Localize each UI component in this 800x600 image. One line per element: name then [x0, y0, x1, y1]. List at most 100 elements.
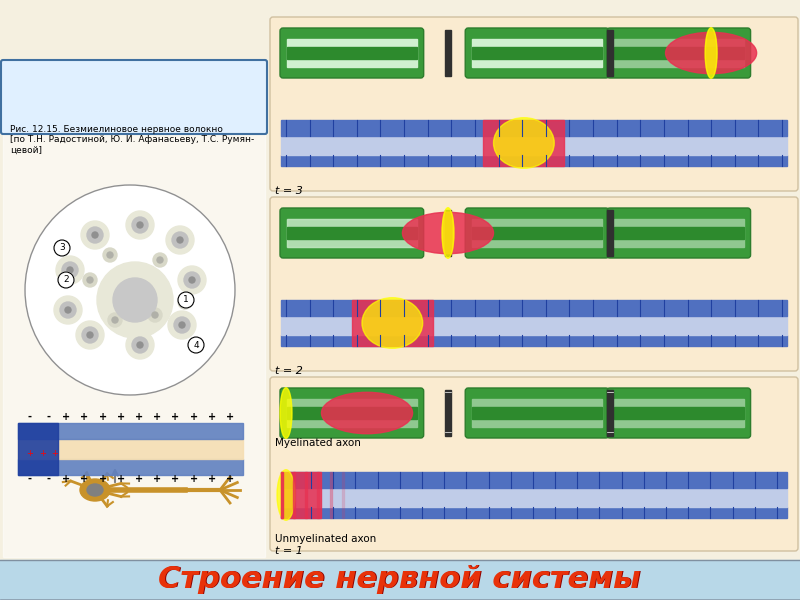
Bar	[18, 439, 243, 459]
Text: +: +	[117, 412, 125, 422]
Bar	[614, 407, 743, 419]
Bar	[287, 39, 417, 67]
Text: +: +	[81, 412, 89, 422]
Text: +: +	[226, 412, 234, 422]
Bar	[330, 472, 331, 518]
Bar	[287, 227, 417, 239]
Text: +: +	[98, 474, 106, 484]
Text: +: +	[226, 474, 234, 484]
Bar	[18, 423, 58, 475]
Bar	[18, 423, 243, 439]
Text: -: -	[46, 474, 50, 484]
Text: +: +	[117, 474, 125, 484]
Text: Myelinated axon: Myelinated axon	[275, 438, 361, 448]
Text: +: +	[208, 474, 216, 484]
Bar	[472, 227, 602, 239]
Text: +: +	[39, 449, 46, 457]
Text: +: +	[190, 474, 198, 484]
Bar	[472, 407, 602, 419]
Bar	[281, 488, 787, 506]
Bar	[281, 506, 787, 518]
Bar	[293, 472, 295, 518]
Bar	[472, 219, 602, 247]
Text: -: -	[46, 412, 50, 422]
Circle shape	[153, 253, 167, 267]
Bar	[281, 335, 787, 346]
Ellipse shape	[280, 388, 292, 438]
Bar	[352, 300, 433, 346]
Circle shape	[82, 327, 98, 343]
Text: +: +	[98, 412, 106, 422]
Bar	[306, 472, 307, 518]
Circle shape	[184, 272, 200, 288]
Circle shape	[157, 257, 163, 263]
Bar	[281, 300, 787, 316]
Text: 4: 4	[193, 340, 199, 349]
FancyBboxPatch shape	[270, 197, 798, 371]
Text: +: +	[190, 412, 198, 422]
Circle shape	[56, 256, 84, 284]
Circle shape	[83, 273, 97, 287]
Circle shape	[166, 226, 194, 254]
Text: -: -	[28, 474, 32, 484]
FancyBboxPatch shape	[1, 60, 267, 134]
Text: +: +	[135, 474, 143, 484]
FancyBboxPatch shape	[280, 208, 424, 258]
Circle shape	[65, 307, 71, 313]
Circle shape	[81, 221, 109, 249]
Text: +: +	[171, 474, 179, 484]
Circle shape	[112, 317, 118, 323]
FancyBboxPatch shape	[280, 388, 424, 438]
Bar	[483, 120, 564, 166]
Circle shape	[97, 262, 173, 338]
Circle shape	[25, 185, 235, 395]
Ellipse shape	[277, 470, 295, 520]
Text: Строение нервной системы: Строение нервной системы	[158, 565, 640, 595]
Circle shape	[76, 321, 104, 349]
FancyBboxPatch shape	[466, 208, 609, 258]
Text: 3: 3	[59, 244, 65, 253]
Bar	[287, 407, 417, 419]
Circle shape	[172, 232, 188, 248]
Bar	[472, 39, 602, 67]
Circle shape	[103, 248, 117, 262]
Bar	[607, 390, 613, 436]
Text: Строение нервной системы: Строение нервной системы	[158, 565, 642, 593]
Text: t = 1: t = 1	[275, 546, 303, 556]
Bar	[614, 399, 743, 427]
FancyBboxPatch shape	[270, 377, 798, 551]
Ellipse shape	[494, 118, 554, 168]
FancyBboxPatch shape	[607, 28, 750, 78]
Bar	[318, 472, 319, 518]
Circle shape	[174, 317, 190, 333]
Text: +: +	[208, 412, 216, 422]
Circle shape	[87, 332, 93, 338]
Bar	[342, 472, 344, 518]
Ellipse shape	[705, 28, 717, 78]
Circle shape	[126, 211, 154, 239]
Text: 1: 1	[183, 295, 189, 304]
Text: Unmyelinated axon: Unmyelinated axon	[275, 534, 376, 544]
Circle shape	[178, 295, 192, 309]
Text: -: -	[28, 412, 32, 422]
Bar	[281, 472, 787, 488]
Circle shape	[60, 302, 76, 318]
Ellipse shape	[442, 208, 454, 258]
Text: Рис. 12.15. Безмиелиновое нервное волокно
[по Т.Н. Радостиной, Ю. И. Афанасьеву,: Рис. 12.15. Безмиелиновое нервное волокн…	[10, 125, 254, 155]
Bar	[445, 30, 451, 76]
Text: +: +	[81, 474, 89, 484]
Circle shape	[67, 267, 73, 273]
Circle shape	[107, 252, 113, 258]
Circle shape	[137, 342, 143, 348]
Circle shape	[108, 313, 122, 327]
Text: +: +	[51, 449, 58, 457]
Bar	[445, 210, 451, 256]
Bar	[281, 120, 787, 136]
Ellipse shape	[80, 479, 110, 501]
Bar	[445, 390, 451, 436]
Text: +: +	[171, 412, 179, 422]
Text: +: +	[154, 412, 162, 422]
Bar	[3, 62, 265, 557]
Circle shape	[137, 222, 143, 228]
Circle shape	[168, 311, 196, 339]
